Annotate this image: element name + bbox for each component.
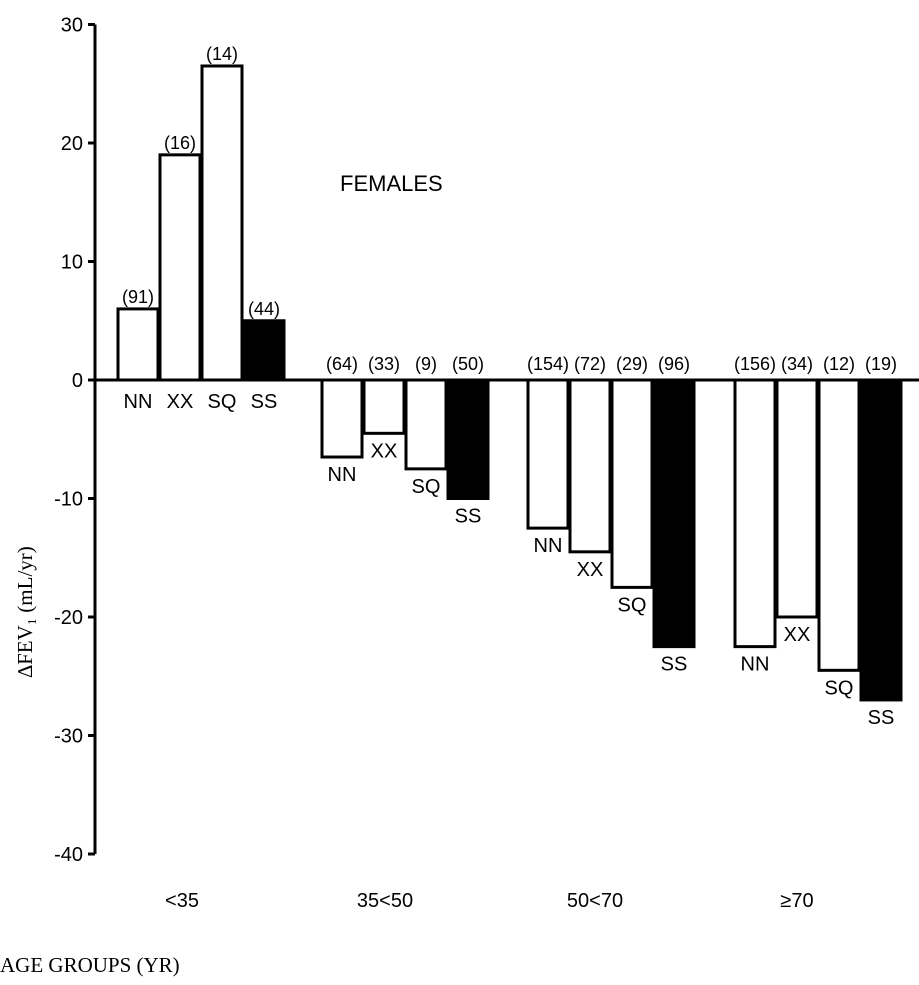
bar-code-label: SS bbox=[455, 506, 482, 528]
axis-layer bbox=[88, 23, 919, 856]
x-group-label: ≥70 bbox=[780, 890, 813, 912]
annotation-females: FEMALES bbox=[340, 171, 443, 196]
bar-35<50-NN bbox=[320, 378, 364, 459]
bar-50<70-NN bbox=[526, 378, 570, 530]
sample-size-label: (156) bbox=[734, 354, 776, 374]
bars-layer bbox=[116, 64, 903, 702]
sample-size-label: (44) bbox=[248, 299, 280, 319]
sample-size-label: (12) bbox=[823, 354, 855, 374]
bar-code-label: SQ bbox=[825, 677, 854, 699]
bar-≥70-SS bbox=[859, 378, 903, 702]
bar-code-label: SQ bbox=[412, 476, 441, 498]
y-tick-label: -10 bbox=[54, 489, 83, 511]
bar-35<50-SQ bbox=[404, 378, 448, 471]
bar-≥70-XX bbox=[775, 378, 819, 619]
bar-code-label: NN bbox=[328, 464, 357, 486]
bar-code-label: NN bbox=[741, 654, 770, 676]
sample-size-label: (33) bbox=[368, 354, 400, 374]
bar-<35-NN bbox=[116, 307, 160, 382]
bar-50<70-SQ bbox=[610, 378, 654, 589]
sample-size-label: (34) bbox=[781, 354, 813, 374]
sample-size-label: (9) bbox=[415, 354, 437, 374]
sample-size-label: (64) bbox=[326, 354, 358, 374]
bar-code-label: XX bbox=[371, 440, 398, 462]
x-group-label: 50<70 bbox=[567, 890, 623, 912]
sample-size-label: (14) bbox=[206, 44, 238, 64]
bar-50<70-XX bbox=[568, 378, 612, 554]
y-tick-label: 20 bbox=[61, 133, 83, 155]
bar-≥70-SQ bbox=[817, 378, 861, 672]
y-tick-label: -20 bbox=[54, 607, 83, 629]
bar-code-label: SQ bbox=[618, 594, 647, 616]
bar-<35-SQ bbox=[200, 64, 244, 382]
y-tick-label: 30 bbox=[61, 15, 83, 37]
x-group-label: 35<50 bbox=[357, 890, 413, 912]
sample-size-label: (72) bbox=[574, 354, 606, 374]
labels-layer: 30 20 10 0 -10 -20 -30 -40 (91) NN (16) XX (14) SQ (44… bbox=[54, 15, 897, 913]
bar-code-label: SQ bbox=[208, 391, 237, 413]
y-tick-label: 0 bbox=[72, 370, 83, 392]
bar-code-label: XX bbox=[784, 624, 811, 646]
bar-code-label: NN bbox=[124, 391, 153, 413]
sample-size-label: (19) bbox=[865, 354, 897, 374]
sample-size-label: (96) bbox=[658, 354, 690, 374]
bar-<35-SS bbox=[242, 319, 286, 382]
x-axis-title: AGE GROUPS (YR) bbox=[0, 953, 180, 977]
y-axis-title: ∆FEV₁ (mL/yr) bbox=[13, 546, 37, 678]
sample-size-label: (16) bbox=[164, 133, 196, 153]
sample-size-label: (91) bbox=[122, 287, 154, 307]
x-group-label: <35 bbox=[165, 890, 199, 912]
bar-code-label: SS bbox=[661, 654, 688, 676]
bar-code-label: SS bbox=[251, 391, 278, 413]
bar-code-label: XX bbox=[577, 559, 604, 581]
sample-size-label: (154) bbox=[527, 354, 569, 374]
bar-code-label: SS bbox=[868, 707, 895, 729]
bar-<35-XX bbox=[158, 153, 202, 382]
y-tick-label: 10 bbox=[61, 252, 83, 274]
bar-50<70-SS bbox=[652, 378, 696, 649]
sample-size-label: (50) bbox=[452, 354, 484, 374]
y-tick-label: -30 bbox=[54, 726, 83, 748]
y-tick-label: -40 bbox=[54, 844, 83, 866]
bar-code-label: XX bbox=[167, 391, 194, 413]
bar-35<50-SS bbox=[446, 378, 490, 500]
bar-35<50-XX bbox=[362, 378, 406, 435]
bar-code-label: NN bbox=[534, 535, 563, 557]
bar-≥70-NN bbox=[733, 378, 777, 649]
sample-size-label: (29) bbox=[616, 354, 648, 374]
